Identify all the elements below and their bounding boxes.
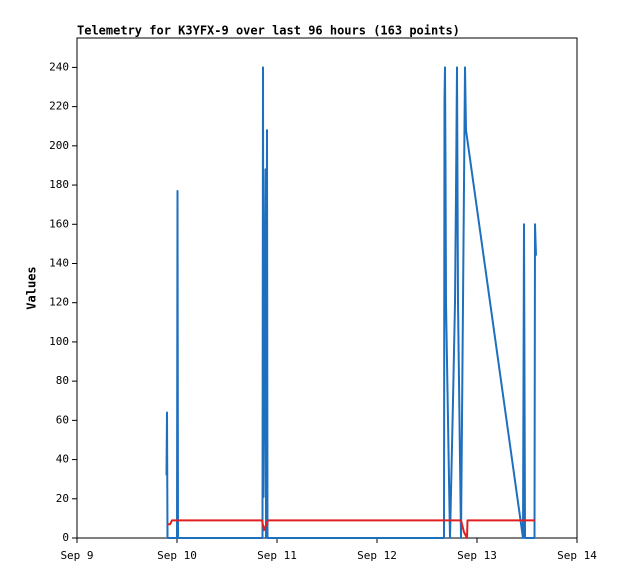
y-tick-label: 20 <box>56 492 69 505</box>
series-line <box>165 66 537 539</box>
x-tick-label: Sep 9 <box>60 549 93 562</box>
x-tick-label: Sep 12 <box>357 549 397 562</box>
y-tick-label: 140 <box>49 256 69 269</box>
y-axis-label: Values <box>25 266 39 309</box>
y-tick-label: 240 <box>49 60 69 73</box>
y-tick-label: 200 <box>49 139 69 152</box>
plot-frame <box>76 37 578 539</box>
y-tick-label: 180 <box>49 178 69 191</box>
y-tick-label: 120 <box>49 296 69 309</box>
y-tick-label: 40 <box>56 453 69 466</box>
chart-title: Telemetry for K3YFX-9 over last 96 hours… <box>77 24 460 38</box>
x-tick-label: Sep 14 <box>557 549 597 562</box>
y-tick-label: 80 <box>56 374 69 387</box>
x-tick-label: Sep 10 <box>157 549 197 562</box>
y-tick-label: 220 <box>49 100 69 113</box>
y-tick-label: 100 <box>49 335 69 348</box>
y-tick-label: 0 <box>62 531 69 544</box>
x-tick-label: Sep 13 <box>457 549 497 562</box>
y-tick-label: 160 <box>49 217 69 230</box>
series-line <box>167 519 535 539</box>
y-tick-label: 60 <box>56 413 69 426</box>
x-tick-label: Sep 11 <box>257 549 297 562</box>
